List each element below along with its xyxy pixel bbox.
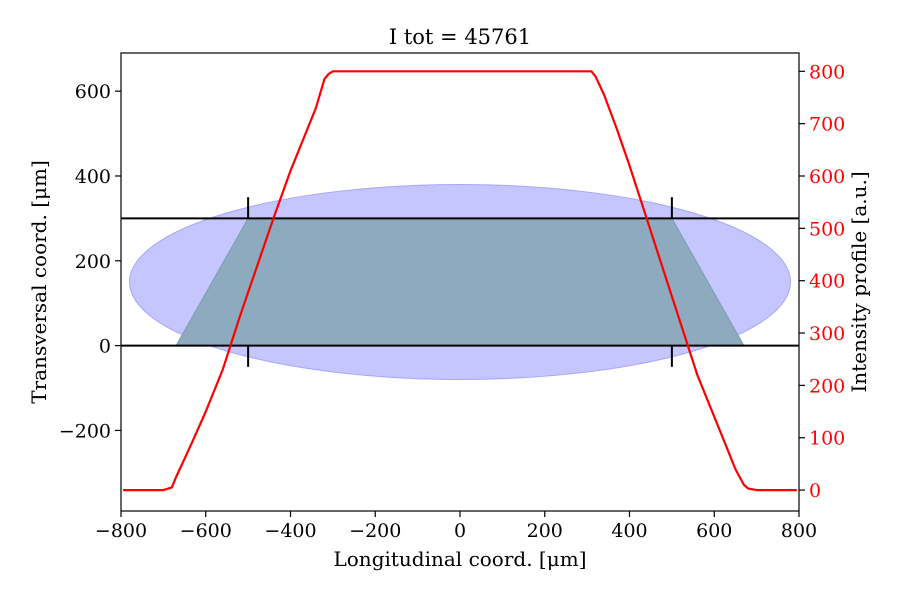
y2-tick-label: 700 — [809, 114, 845, 136]
x-tick-label: −200 — [349, 520, 401, 542]
axes: −800 −600 −400 −200 0 200 400 600 800 −200 0 200 400… — [59, 52, 845, 542]
y-tick-label: 400 — [75, 166, 111, 188]
y2-tick-label: 500 — [809, 218, 845, 240]
y2-tick-label: 200 — [809, 375, 845, 397]
y2-tick-label: 400 — [809, 271, 845, 293]
y-tick-label: −200 — [59, 420, 111, 442]
y2-tick-label: 600 — [809, 166, 845, 188]
y-axis-label-right: Intensity profile [a.u.] — [847, 171, 871, 392]
y-axis-label-left: Transversal coord. [μm] — [27, 160, 51, 404]
x-tick-label: −400 — [264, 520, 316, 542]
plot-area — [121, 70, 799, 492]
chart-title: I tot = 45761 — [389, 25, 531, 49]
y-tick-label: 0 — [99, 336, 111, 358]
y2-tick-label: 800 — [809, 61, 845, 83]
y-tick-label: 200 — [75, 251, 111, 273]
intensity-profile-line — [123, 70, 797, 492]
x-tick-label: 600 — [696, 520, 732, 542]
x-tick-label: 200 — [527, 520, 563, 542]
x-tick-label: −800 — [95, 520, 147, 542]
y2-tick-label: 300 — [809, 323, 845, 345]
x-tick-label: −600 — [180, 520, 232, 542]
x-tick-label: 400 — [611, 520, 647, 542]
y2-tick-label: 0 — [809, 480, 821, 502]
sample-overlap-region — [175, 217, 745, 347]
x-tick-label: 800 — [781, 520, 817, 542]
y-tick-label: 600 — [75, 81, 111, 103]
x-axis-label: Longitudinal coord. [μm] — [333, 547, 586, 571]
x-tick-label: 0 — [454, 520, 466, 542]
y2-tick-label: 100 — [809, 428, 845, 450]
